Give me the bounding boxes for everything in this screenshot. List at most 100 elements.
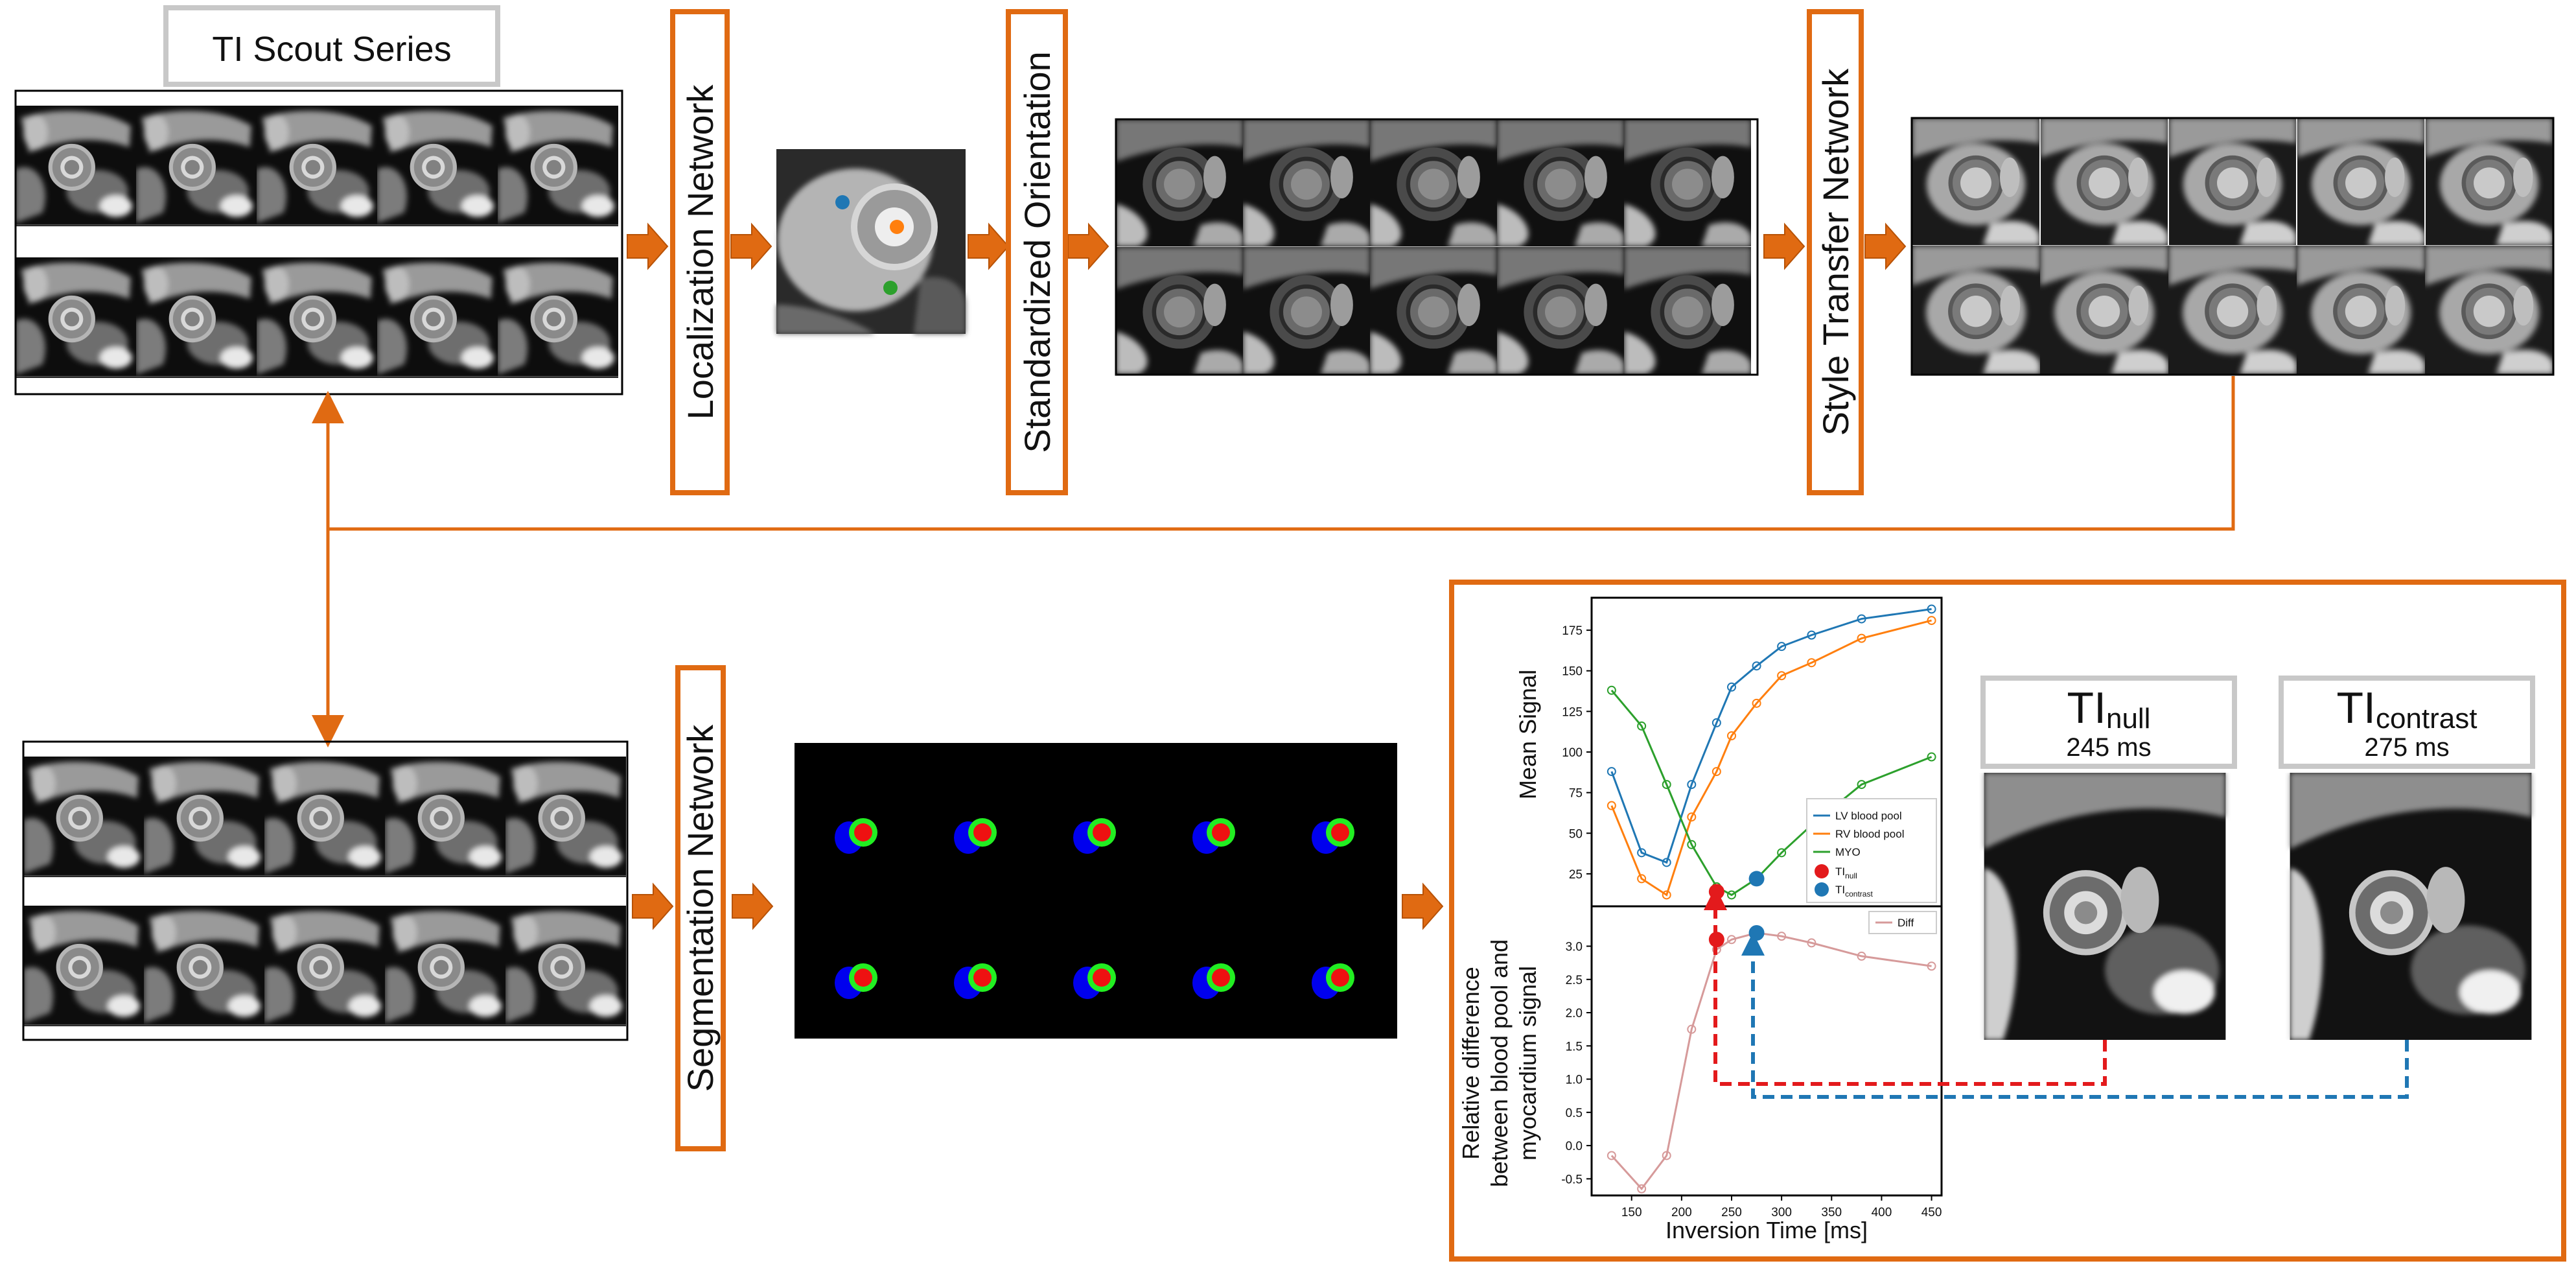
data-point bbox=[1637, 1184, 1647, 1194]
data-point bbox=[1857, 614, 1866, 624]
x-tick-label: 400 bbox=[1872, 1206, 1892, 1219]
y-tick-label: 25 bbox=[1569, 868, 1583, 882]
svg-text:between blood pool and: between blood pool and bbox=[1486, 939, 1513, 1187]
y-tick-label: 0.5 bbox=[1566, 1107, 1583, 1120]
mean-signal-chart-frame bbox=[1590, 596, 1943, 908]
x-tick-label: 300 bbox=[1771, 1206, 1792, 1219]
data-point bbox=[1687, 840, 1697, 849]
scout-series-grid-bottom bbox=[22, 740, 629, 1041]
data-point bbox=[1712, 767, 1721, 777]
data-point bbox=[1927, 616, 1936, 626]
y-tick-label: 1.5 bbox=[1566, 1040, 1583, 1053]
segmentation-network-label: Segmentation Network bbox=[680, 724, 721, 1092]
data-point bbox=[1777, 671, 1787, 681]
data-point bbox=[1662, 780, 1671, 790]
data-point bbox=[1752, 698, 1761, 708]
data-point bbox=[1712, 718, 1721, 727]
svg-text:myocardium signal: myocardium signal bbox=[1514, 966, 1541, 1160]
svg-text:Relative difference: Relative difference bbox=[1457, 967, 1484, 1160]
data-point bbox=[1637, 874, 1647, 884]
data-point bbox=[1857, 951, 1866, 961]
ti-contrast-value: 275 ms bbox=[2364, 733, 2449, 762]
standardized-orientation-box bbox=[1006, 9, 1068, 495]
y-tick-label: 175 bbox=[1562, 624, 1583, 638]
series-line bbox=[1610, 608, 1932, 864]
data-point bbox=[1687, 812, 1697, 822]
data-point bbox=[1637, 721, 1647, 731]
data-point bbox=[1777, 848, 1787, 858]
ti-marker bbox=[1708, 884, 1724, 900]
ti-marker bbox=[1708, 932, 1724, 948]
data-point bbox=[1727, 682, 1736, 692]
inversion-time-xlabel: Inversion Time [ms] bbox=[1665, 1217, 1868, 1243]
style-transfer-network-box bbox=[1807, 9, 1864, 495]
y-tick-label: 1.0 bbox=[1566, 1074, 1583, 1087]
x-tick-label: 350 bbox=[1821, 1206, 1842, 1219]
y-tick-label: 3.0 bbox=[1566, 941, 1583, 954]
data-point bbox=[1607, 1151, 1616, 1160]
y-tick-label: 100 bbox=[1562, 746, 1583, 760]
x-tick-label: 150 bbox=[1621, 1206, 1642, 1219]
data-point bbox=[1807, 658, 1816, 668]
data-point bbox=[1727, 890, 1736, 900]
legend-myo: MYO bbox=[1835, 846, 1861, 858]
data-point bbox=[1927, 604, 1936, 614]
legend-ti-contrast: TIcontrast bbox=[1835, 884, 1873, 899]
segmentation-network-box bbox=[675, 665, 726, 1151]
data-point bbox=[1662, 1151, 1671, 1160]
mean-signal-ylabel: Mean Signal bbox=[1514, 670, 1541, 799]
ti-link-lines bbox=[1704, 887, 2409, 1099]
segmentation-output-grid bbox=[795, 743, 1397, 1039]
y-tick-label: 2.0 bbox=[1566, 1007, 1583, 1020]
landmark-orange-dot bbox=[890, 220, 904, 234]
data-point bbox=[1607, 767, 1616, 777]
data-point bbox=[1927, 752, 1936, 762]
data-point bbox=[1752, 661, 1761, 671]
series-line bbox=[1610, 932, 1932, 1191]
data-point bbox=[1927, 961, 1936, 971]
style-transfer-output-grid bbox=[1910, 117, 2555, 376]
ti-null-value: 245 ms bbox=[2066, 733, 2151, 762]
mean-signal-legend: LV blood pool RV blood pool MYO TInull T… bbox=[1806, 798, 1937, 903]
landmark-green-dot bbox=[883, 281, 898, 295]
flow-arrows-top bbox=[627, 222, 1907, 270]
data-point bbox=[1637, 848, 1647, 858]
data-point bbox=[1777, 932, 1787, 941]
x-tick-label: 450 bbox=[1921, 1206, 1942, 1219]
data-point bbox=[1687, 780, 1697, 790]
y-tick-label: 2.5 bbox=[1566, 974, 1583, 987]
data-point bbox=[1727, 731, 1736, 740]
data-point bbox=[1607, 685, 1616, 695]
ti-null-title-box bbox=[1980, 676, 2237, 769]
ti-null-image bbox=[1984, 773, 2226, 1040]
data-point bbox=[1687, 1024, 1697, 1034]
data-point bbox=[1807, 630, 1816, 640]
data-point bbox=[1727, 935, 1736, 945]
data-point bbox=[1662, 890, 1671, 900]
y-tick-label: 125 bbox=[1562, 705, 1583, 719]
ti-null-link-line bbox=[1704, 887, 2107, 1086]
y-tick-label: 75 bbox=[1569, 787, 1583, 801]
feedback-connector bbox=[312, 376, 2235, 747]
ti-contrast-link-line bbox=[1741, 932, 2409, 1099]
y-tick-label: -0.5 bbox=[1561, 1173, 1583, 1186]
ti-null-title: TInull bbox=[2067, 683, 2151, 735]
style-transfer-network-label: Style Transfer Network bbox=[1815, 68, 1856, 436]
legend-diff: Diff bbox=[1897, 917, 1914, 929]
data-point bbox=[1857, 780, 1866, 790]
scout-title: TI Scout Series bbox=[212, 30, 451, 69]
ti-marker bbox=[1748, 925, 1765, 941]
localization-network-label: Localization Network bbox=[680, 84, 721, 420]
scout-title-box bbox=[163, 5, 500, 87]
legend-rv: RV blood pool bbox=[1835, 828, 1905, 840]
ti-contrast-title: TIcontrast bbox=[2337, 683, 2477, 735]
data-point bbox=[1777, 642, 1787, 652]
series-line bbox=[1610, 619, 1932, 897]
y-tick-label: 0.0 bbox=[1566, 1140, 1583, 1153]
data-point bbox=[1662, 858, 1671, 867]
standardized-orientation-label: Standardized Orientation bbox=[1017, 51, 1058, 453]
scout-series-grid bbox=[14, 89, 623, 395]
x-tick-label: 250 bbox=[1721, 1206, 1742, 1219]
landmark-blue-dot bbox=[835, 195, 850, 209]
